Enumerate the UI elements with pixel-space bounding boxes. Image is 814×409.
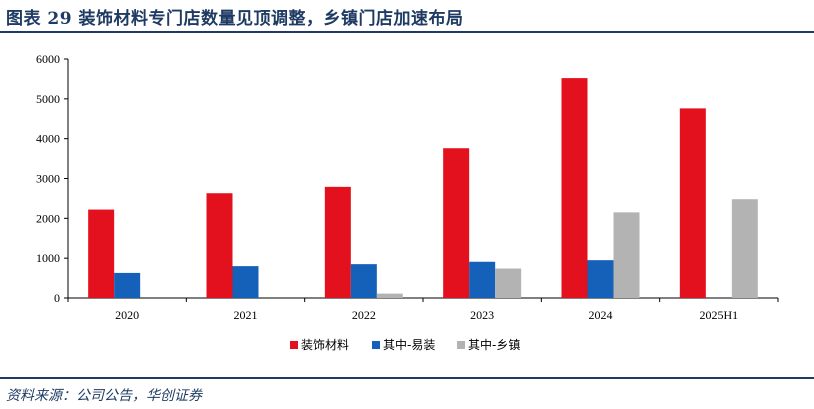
x-tick-label: 2024 [589, 308, 613, 322]
bar-其中-易装-2021 [233, 266, 259, 298]
y-tick-label: 2000 [36, 211, 60, 225]
bar-装饰材料-2023 [443, 148, 469, 298]
legend-label-其中-易装: 其中-易装 [383, 337, 435, 352]
x-tick-label: 2021 [234, 308, 258, 322]
source-rule [0, 377, 814, 379]
y-tick-label: 1000 [36, 251, 60, 265]
bar-装饰材料-2022 [325, 187, 351, 298]
bar-装饰材料-2025H1 [680, 108, 706, 298]
bar-其中-乡镇-2024 [614, 212, 640, 298]
bar-其中-乡镇-2025H1 [732, 199, 758, 298]
legend-swatch-装饰材料 [290, 341, 298, 349]
x-tick-label: 2020 [115, 308, 139, 322]
bar-其中-易装-2023 [469, 262, 495, 298]
bar-其中-易装-2020 [114, 273, 140, 298]
bar-其中-乡镇-2022 [377, 294, 403, 298]
legend-swatch-其中-乡镇 [457, 341, 465, 349]
legend-label-装饰材料: 装饰材料 [301, 338, 349, 352]
x-tick-label: 2025H1 [699, 308, 738, 322]
legend-swatch-其中-易装 [372, 341, 380, 349]
bar-装饰材料-2020 [88, 210, 114, 298]
source-note: 资料来源：公司公告，华创证券 [6, 385, 202, 405]
y-tick-label: 4000 [36, 132, 60, 146]
bar-装饰材料-2021 [207, 193, 233, 298]
bar-其中-易装-2022 [351, 264, 377, 298]
y-tick-label: 6000 [36, 52, 60, 66]
y-tick-label: 5000 [36, 92, 60, 106]
x-tick-label: 2023 [470, 308, 494, 322]
y-tick-label: 0 [54, 291, 60, 305]
bar-装饰材料-2024 [562, 78, 588, 298]
x-tick-label: 2022 [352, 308, 376, 322]
bar-其中-乡镇-2023 [495, 269, 521, 298]
bar-其中-易装-2024 [588, 260, 614, 298]
y-tick-label: 3000 [36, 172, 60, 186]
legend-label-其中-乡镇: 其中-乡镇 [468, 337, 520, 352]
